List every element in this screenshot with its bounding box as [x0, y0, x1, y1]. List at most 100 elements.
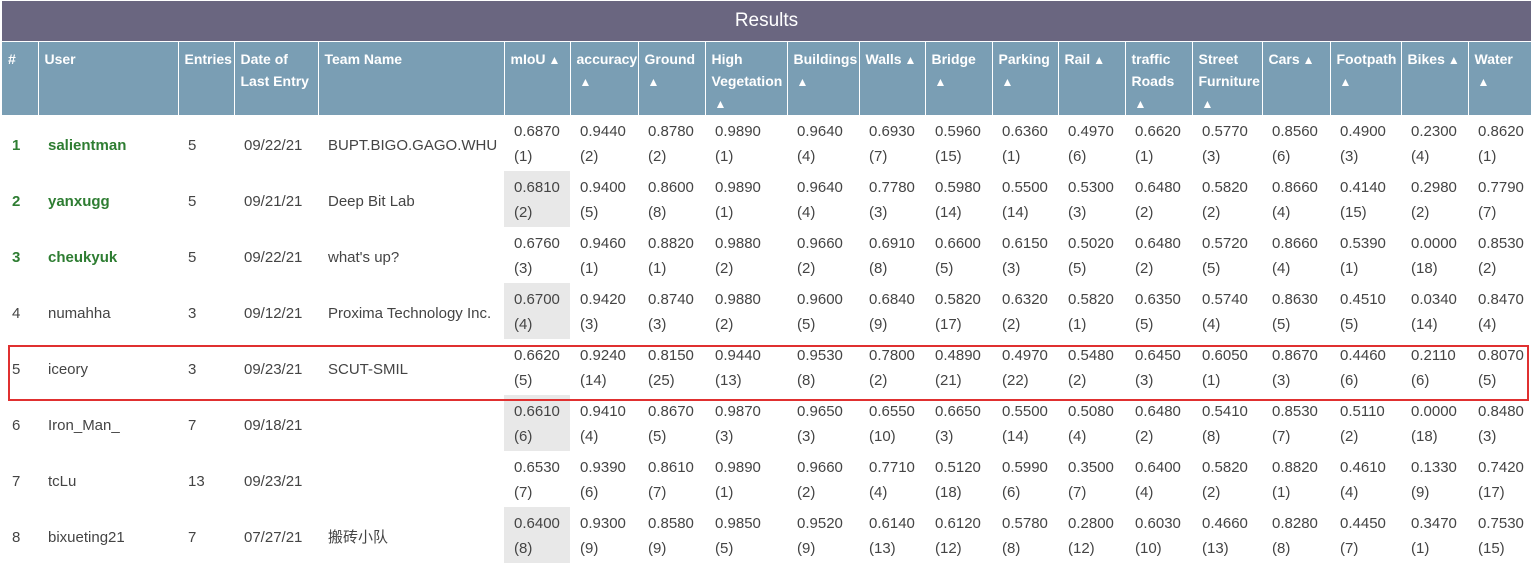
score-rank: (10) [1135, 540, 1162, 557]
score-cell-footpath: 0.4900 (3) [1330, 115, 1401, 171]
sort-up-icon[interactable]: ▲ [1093, 53, 1106, 67]
score-cell-buildings: 0.9640 (4) [787, 115, 859, 171]
score-cell-water: 0.8530 (2) [1468, 227, 1531, 283]
score-value: 0.6600 [935, 235, 981, 252]
sort-up-icon[interactable]: ▲ [934, 75, 947, 89]
sort-up-icon[interactable]: ▲ [1201, 97, 1214, 111]
entries-cell: 7 [178, 395, 234, 451]
column-header-parking[interactable]: Parking ▲ [992, 41, 1059, 115]
score-value: 0.6620 [514, 347, 560, 364]
score-cell-street: 0.5720 (5) [1192, 227, 1262, 283]
score-value: 0.7780 [869, 179, 915, 196]
user-cell[interactable]: Iron_Man_ [38, 395, 178, 451]
column-header-street[interactable]: Street Furniture ▲ [1192, 41, 1263, 115]
score-value: 0.5770 [1202, 123, 1248, 140]
date-cell: 09/22/21 [234, 227, 318, 283]
score-value: 0.5820 [1202, 459, 1248, 476]
date-cell: 09/18/21 [234, 395, 318, 451]
score-value: 0.6840 [869, 291, 915, 308]
column-header-buildings[interactable]: Buildings ▲ [787, 41, 860, 115]
score-rank: (18) [1411, 260, 1438, 277]
score-value: 0.6480 [1135, 403, 1181, 420]
user-cell[interactable]: bixueting21 [38, 507, 178, 563]
score-rank: (8) [1002, 540, 1021, 557]
column-header-bikes[interactable]: Bikes ▲ [1401, 41, 1469, 115]
user-cell[interactable]: numahha [38, 283, 178, 339]
score-value: 0.5820 [935, 291, 981, 308]
score-cell-bridge: 0.6120 (12) [925, 507, 992, 563]
score-cell-bridge: 0.5120 (18) [925, 451, 992, 507]
rank-cell: 2 [2, 171, 38, 227]
score-rank: (6) [1340, 372, 1359, 389]
score-cell-walls: 0.6840 (9) [859, 283, 925, 339]
sort-up-icon[interactable]: ▲ [1302, 53, 1315, 67]
sort-up-icon[interactable]: ▲ [1477, 75, 1490, 89]
column-header-cars[interactable]: Cars ▲ [1262, 41, 1331, 115]
score-cell-traffic: 0.6450 (3) [1125, 339, 1192, 395]
user-cell[interactable]: salientman [38, 115, 178, 171]
column-header-walls[interactable]: Walls ▲ [859, 41, 926, 115]
score-cell-street: 0.4660 (13) [1192, 507, 1262, 563]
score-rank: (12) [935, 540, 962, 557]
score-cell-street: 0.5820 (2) [1192, 451, 1262, 507]
header-row: # User Entries Date of Last Entry Team Name m… [2, 41, 1531, 115]
score-rank: (10) [869, 428, 896, 445]
score-rank: (1) [1002, 148, 1021, 165]
score-rank: (1) [1272, 484, 1291, 501]
sort-up-icon[interactable]: ▲ [579, 75, 592, 89]
column-header-highveg[interactable]: High Vegetation ▲ [705, 41, 788, 115]
sort-up-icon[interactable]: ▲ [1001, 75, 1014, 89]
score-cell-miou: 0.6620 (5) [504, 339, 570, 395]
score-value: 0.9520 [797, 515, 843, 532]
column-header-rail[interactable]: Rail ▲ [1058, 41, 1126, 115]
user-cell[interactable]: iceory [38, 339, 178, 395]
sort-up-icon[interactable]: ▲ [1447, 53, 1460, 67]
column-header-water[interactable]: Water ▲ [1468, 41, 1531, 115]
score-cell-miou: 0.6700 (4) [504, 283, 570, 339]
score-rank: (2) [797, 484, 816, 501]
sort-up-icon[interactable]: ▲ [647, 75, 660, 89]
score-cell-miou: 0.6400 (8) [504, 507, 570, 563]
sort-up-icon[interactable]: ▲ [714, 97, 727, 111]
sort-up-icon[interactable]: ▲ [904, 53, 917, 67]
score-value: 0.9440 [715, 347, 761, 364]
team-cell: BUPT.BIGO.GAGO.WHU [318, 115, 504, 171]
score-value: 0.6760 [514, 235, 560, 252]
score-cell-rail: 0.2800 (12) [1058, 507, 1125, 563]
column-header-traffic[interactable]: traffic Roads ▲ [1125, 41, 1193, 115]
column-header-miou[interactable]: mIoU ▲ [504, 41, 571, 115]
score-value: 0.9660 [797, 235, 843, 252]
score-rank: (5) [1478, 372, 1497, 389]
column-label: Entries [184, 51, 232, 67]
score-value: 0.8600 [648, 179, 694, 196]
column-label: traffic Roads [1131, 51, 1175, 89]
sort-up-icon[interactable]: ▲ [1339, 75, 1352, 89]
user-cell[interactable]: yanxugg [38, 171, 178, 227]
score-value: 0.8780 [648, 123, 694, 140]
score-cell-parking: 0.5500 (14) [992, 171, 1058, 227]
score-value: 0.6910 [869, 235, 915, 252]
user-cell[interactable]: cheukyuk [38, 227, 178, 283]
sort-up-icon[interactable]: ▲ [1134, 97, 1147, 111]
column-header-bridge[interactable]: Bridge ▲ [925, 41, 993, 115]
score-rank: (4) [514, 316, 533, 333]
column-header-ground[interactable]: Ground ▲ [638, 41, 706, 115]
score-rank: (1) [715, 148, 734, 165]
user-cell[interactable]: tcLu [38, 451, 178, 507]
table-row: 8 bixueting21 7 07/27/21 搬砖小队 0.6400 (8) 0.9300… [2, 507, 1531, 563]
column-label: Water [1474, 51, 1513, 67]
score-rank: (2) [1478, 260, 1497, 277]
score-rank: (4) [1272, 204, 1291, 221]
sort-up-icon[interactable]: ▲ [548, 53, 561, 67]
column-header-footpath[interactable]: Footpath ▲ [1330, 41, 1402, 115]
column-header-entries: Entries [178, 41, 235, 115]
score-rank: (2) [1202, 484, 1221, 501]
score-value: 0.8630 [1272, 291, 1318, 308]
score-value: 0.4970 [1068, 123, 1114, 140]
sort-up-icon[interactable]: ▲ [796, 75, 809, 89]
score-cell-accuracy: 0.9440 (2) [570, 115, 638, 171]
date-cell: 09/21/21 [234, 171, 318, 227]
date-cell: 09/12/21 [234, 283, 318, 339]
column-header-accuracy[interactable]: accuracy ▲ [570, 41, 639, 115]
